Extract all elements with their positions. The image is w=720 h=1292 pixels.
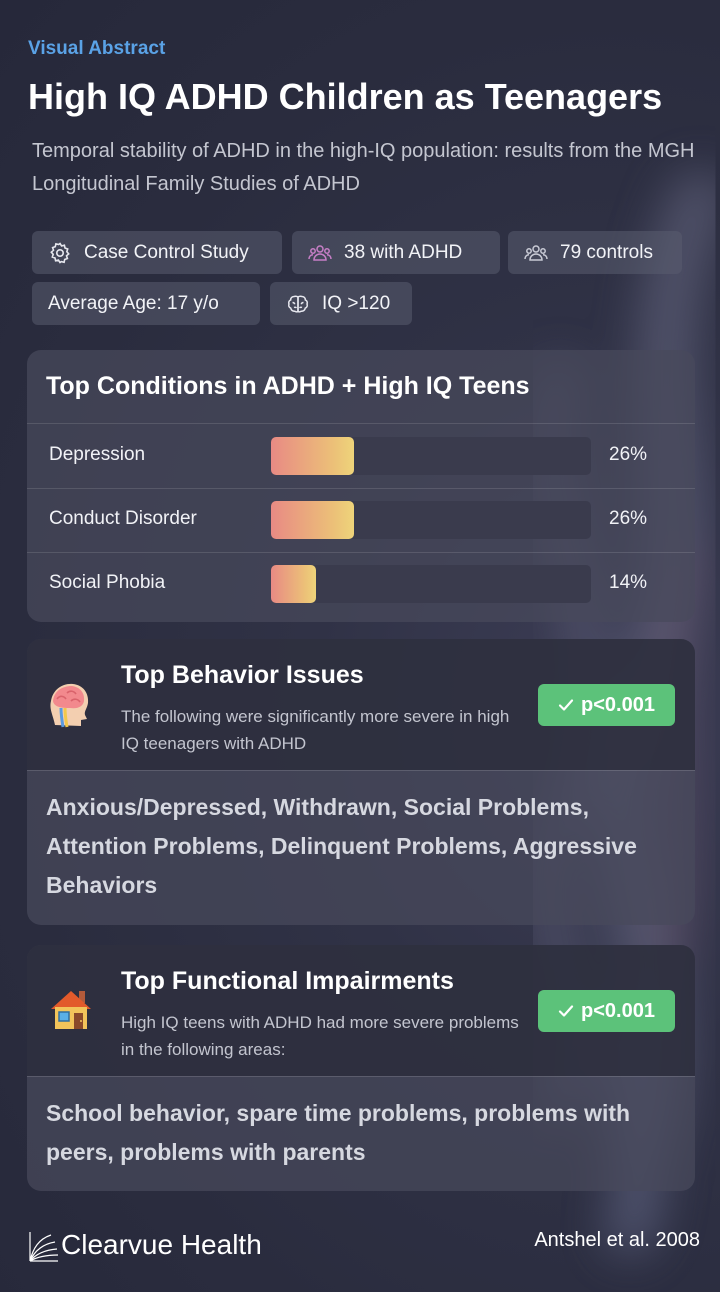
condition-row: Depression 26% (27, 424, 695, 488)
condition-percent: 14% (609, 572, 648, 593)
study-type-tag: Case Control Study (32, 231, 282, 274)
controls-tag: 79 controls (508, 231, 682, 274)
behavior-header: Top Behavior Issues The following were s… (27, 639, 695, 770)
bar-track (271, 565, 591, 603)
brain-icon (287, 295, 309, 313)
behavior-issues-list: Anxious/Depressed, Withdrawn, Social Pro… (46, 794, 637, 898)
p-value: p<0.001 (581, 693, 655, 716)
page-title: High IQ ADHD Children as Teenagers (28, 76, 663, 117)
iq-tag: IQ >120 (270, 282, 412, 325)
p-value: p<0.001 (581, 999, 655, 1022)
citation: Antshel et al. 2008 (534, 1229, 700, 1251)
gear-icon (50, 241, 70, 264)
divider (27, 552, 695, 553)
brand-logo: Clearvue Health (27, 1228, 262, 1262)
adhd-count-tag: 38 with ADHD (292, 231, 500, 274)
functional-card: Top Functional Impairments High IQ teens… (27, 945, 695, 1191)
functional-impairments-list: School behavior, spare time problems, pr… (46, 1100, 631, 1165)
functional-title: Top Functional Impairments (121, 967, 454, 995)
controls-text: 79 controls (560, 241, 653, 263)
visual-abstract-label: Visual Abstract (28, 38, 166, 59)
checkmark-icon (558, 699, 574, 711)
behavior-card: Top Behavior Issues The following were s… (27, 639, 695, 925)
significance-badge: p<0.001 (538, 990, 675, 1032)
bar-track (271, 501, 591, 539)
bar-track (271, 437, 591, 475)
checkmark-icon (558, 1005, 574, 1017)
adhd-count-text: 38 with ADHD (344, 241, 463, 263)
condition-percent: 26% (609, 444, 648, 465)
divider (27, 488, 695, 489)
behavior-title: Top Behavior Issues (121, 661, 364, 689)
clearvue-logo-icon (29, 1232, 59, 1262)
conditions-card: Top Conditions in ADHD + High IQ Teens D… (27, 350, 695, 622)
people-icon (308, 244, 332, 261)
condition-percent: 26% (609, 508, 648, 529)
bar-fill (271, 565, 316, 603)
behavior-description: The following were significantly more se… (121, 707, 510, 753)
house-icon (47, 985, 95, 1043)
page-subtitle: Temporal stability of ADHD in the high-I… (32, 140, 695, 195)
condition-name: Depression (49, 444, 146, 465)
study-type-text: Case Control Study (84, 241, 249, 263)
age-text: Average Age: 17 y/o (48, 292, 219, 314)
bar-fill (271, 501, 355, 539)
iq-text: IQ >120 (322, 292, 391, 314)
condition-row: Social Phobia 14% (27, 552, 695, 616)
bar-fill (271, 437, 355, 475)
people-icon (524, 244, 548, 261)
condition-row: Conduct Disorder 26% (27, 488, 695, 552)
functional-description: High IQ teens with ADHD had more severe … (121, 1013, 519, 1059)
brand-name: Clearvue Health (61, 1229, 262, 1260)
functional-header: Top Functional Impairments High IQ teens… (27, 945, 695, 1076)
age-tag: Average Age: 17 y/o (32, 282, 260, 325)
divider (27, 770, 695, 771)
conditions-title: Top Conditions in ADHD + High IQ Teens (46, 372, 530, 400)
condition-name: Social Phobia (49, 572, 166, 593)
brain-head-icon (47, 681, 93, 739)
significance-badge: p<0.001 (538, 684, 675, 726)
condition-name: Conduct Disorder (49, 508, 197, 529)
divider (27, 1076, 695, 1077)
divider (27, 423, 695, 424)
